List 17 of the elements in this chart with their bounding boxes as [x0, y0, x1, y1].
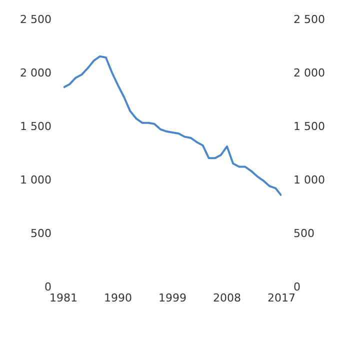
x-tick-label: 2017: [268, 291, 296, 304]
y-tick-label: 2 000: [20, 66, 52, 80]
x-tick-label: 1999: [158, 291, 186, 304]
y2-tick-label: 2 000: [294, 66, 326, 80]
y2-tick-label: 1 000: [294, 174, 326, 187]
y2-tick-label: 500: [294, 227, 315, 240]
y-tick-label: 0: [44, 280, 52, 294]
y2-tick-label: 0: [294, 280, 301, 294]
y-tick-label: 1 500: [20, 120, 52, 133]
y-tick-label: 1 000: [20, 174, 52, 187]
x-tick-label: 2008: [213, 291, 242, 304]
y2-tick-label: 1 500: [294, 120, 326, 133]
y-tick-label: 2 500: [20, 12, 52, 26]
x-tick-label: 1981: [49, 291, 78, 304]
y2-tick-label: 2 500: [294, 12, 326, 26]
y-tick-label: 500: [30, 227, 52, 240]
x-tick-label: 1990: [104, 291, 132, 304]
